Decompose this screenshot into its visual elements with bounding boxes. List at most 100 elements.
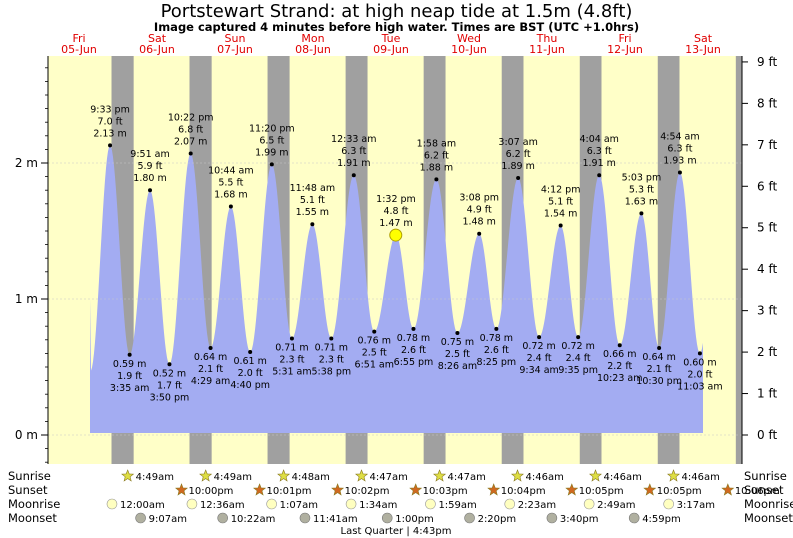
tide-height-ft: 2.2 ft	[607, 361, 632, 372]
moonset-time: 9:07am	[149, 514, 187, 525]
high-tide-mark: 3:07 am6.2 ft1.89 m	[498, 137, 538, 180]
moonset-time: 4:59pm	[642, 514, 681, 525]
low-tide-point	[617, 343, 622, 348]
tide-height-m: 0.59 m	[113, 359, 146, 370]
low-tide-mark: 0.71 m2.3 ft5:38 pm	[311, 336, 351, 377]
tide-time: 11:48 am	[290, 183, 335, 194]
moonrise-time: 1:07am	[280, 500, 318, 511]
right-tick-label: 9 ft	[757, 55, 777, 69]
tide-height-ft: 2.0 ft	[687, 369, 712, 380]
sunrise-time: 4:46am	[681, 472, 719, 483]
sunrise-icon	[277, 469, 291, 482]
moonset-time: 11:41am	[313, 514, 358, 525]
tide-height-m: 1.63 m	[625, 196, 658, 207]
low-tide-point	[372, 329, 377, 334]
right-tick-label: 6 ft	[757, 179, 777, 193]
sunset-icon	[409, 483, 423, 496]
sunset-time: 10:05pm	[657, 486, 702, 497]
right-tick-label: 2 ft	[757, 345, 777, 359]
high-tide-mark: 12:33 am6.3 ft1.91 m	[331, 134, 377, 178]
sunrise-icon	[355, 469, 369, 482]
tide-height-ft: 7.0 ft	[98, 116, 123, 127]
tide-height-m: 1.89 m	[501, 161, 534, 172]
tide-height-ft: 1.7 ft	[157, 380, 182, 391]
high-tide-point	[188, 151, 193, 156]
tide-time: 6:51 am	[355, 360, 394, 371]
tide-height-ft: 6.2 ft	[506, 149, 531, 160]
moonset-icon	[381, 512, 393, 524]
tide-height-ft: 5.1 ft	[300, 195, 325, 206]
tide-height-ft: 2.4 ft	[566, 353, 591, 364]
sunset-icon	[175, 483, 188, 496]
tide-height-ft: 4.9 ft	[467, 205, 492, 216]
tide-height-ft: 5.3 ft	[629, 184, 654, 195]
low-tide-point	[208, 345, 213, 350]
moonset-row-label-right: Moonset	[744, 511, 793, 525]
low-tide-point	[289, 336, 294, 341]
tide-height-m: 0.76 m	[358, 336, 391, 347]
low-tide-point	[127, 352, 132, 357]
low-tide-point	[329, 336, 334, 341]
day-of-week-label: Fri	[618, 32, 631, 45]
tide-curve	[90, 145, 703, 434]
tide-height-m: 2.13 m	[93, 128, 126, 139]
tide-extremes: 9:33 pm7.0 ft2.13 m 0.59 m1.9 ft3:35 am 9:…	[90, 104, 722, 403]
low-tide-point	[167, 362, 172, 367]
high-tide-point	[597, 173, 602, 178]
high-tide-mark: 1:58 am6.2 ft1.88 m	[417, 138, 456, 182]
tide-height-ft: 6.3 ft	[587, 146, 612, 157]
high-tide-point	[351, 173, 356, 178]
tide-height-m: 0.71 m	[275, 342, 308, 353]
sunrise-row-label-right: Sunrise	[744, 469, 787, 483]
sunset-time: 10:05pm	[579, 486, 624, 497]
tide-height-ft: 2.6 ft	[484, 345, 509, 356]
moonrise-time: 1:59am	[438, 500, 476, 511]
left-tick-label: 2 m	[15, 156, 38, 170]
high-tide-mark: 10:22 pm6.8 ft2.07 m	[168, 112, 214, 156]
tide-time: 10:22 pm	[168, 112, 214, 123]
high-tide-point	[310, 222, 315, 227]
date-label: 08-Jun	[295, 43, 331, 56]
tide-time: 11:20 pm	[249, 123, 295, 134]
high-tide-point	[639, 211, 644, 216]
tide-height-m: 2.07 m	[174, 136, 207, 147]
sunrise-time: 4:49am	[214, 472, 252, 483]
tide-time: 5:31 am	[272, 366, 311, 377]
tide-height-ft: 6.2 ft	[424, 150, 449, 161]
sunrise-icon	[589, 469, 602, 482]
left-tick-label: 1 m	[15, 292, 38, 306]
moonrise-icon	[504, 498, 516, 510]
sunrise-time: 4:47am	[448, 472, 486, 483]
day-of-week-label: Fri	[72, 32, 85, 45]
high-tide-mark: 4:54 am6.3 ft1.93 m	[660, 132, 700, 175]
date-label: 06-Jun	[139, 43, 175, 56]
tide-time: 12:33 am	[331, 134, 376, 145]
tide-time: 9:35 pm	[558, 365, 598, 376]
night-band	[735, 56, 742, 464]
date-label: 10-Jun	[451, 43, 487, 56]
tide-height-ft: 2.3 ft	[319, 354, 344, 365]
tide-time: 10:23 am	[597, 373, 642, 384]
moonrise-time: 2:23am	[518, 500, 556, 511]
tide-height-m: 1.88 m	[420, 162, 453, 173]
day-labels: Fri05-JunSat06-JunSun07-JunMon08-JunTue0…	[61, 32, 721, 56]
tide-height-m: 0.72 m	[561, 341, 594, 352]
sunset-time: 10:02pm	[345, 486, 390, 497]
tide-height-m: 1.91 m	[337, 158, 370, 169]
sunset-icon	[565, 483, 579, 496]
tide-height-m: 0.64 m	[194, 352, 227, 363]
moonrise-icon	[106, 498, 118, 510]
tide-height-m: 1.47 m	[379, 218, 412, 229]
moonrise-time: 12:36am	[200, 500, 245, 511]
tide-height-ft: 6.3 ft	[341, 146, 366, 157]
tide-height-m: 0.71 m	[315, 342, 348, 353]
tide-height-m: 0.64 m	[642, 352, 675, 363]
moonrise-icon	[186, 498, 198, 510]
sunrise-time: 4:48am	[292, 472, 330, 483]
tide-height-m: 0.52 m	[153, 368, 186, 379]
moon-phase-label: Last Quarter | 4:43pm	[341, 526, 452, 537]
moonrise-icon	[345, 498, 357, 510]
low-tide-mark: 0.78 m2.6 ft6:55 pm	[394, 326, 433, 368]
